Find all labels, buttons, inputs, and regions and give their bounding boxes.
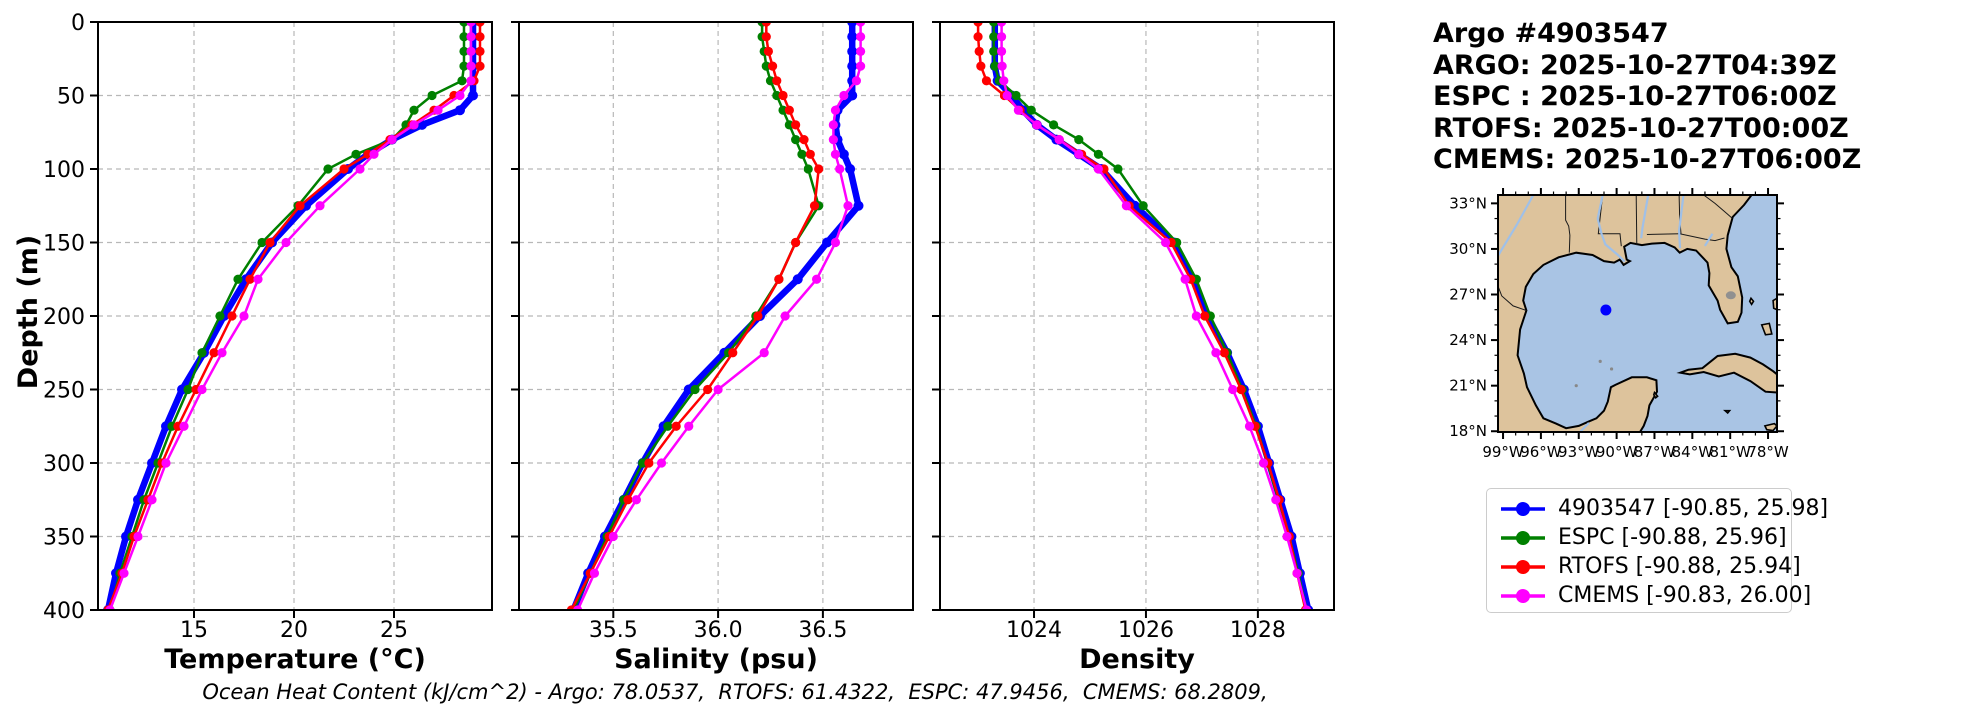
- map-lon-tick-label: 93°W: [1558, 443, 1600, 461]
- map-islet-speck: [1574, 384, 1578, 388]
- depth-tick-label: 100: [43, 158, 85, 183]
- depth-tick-label: 50: [57, 85, 85, 110]
- legend-item: RTOFS [-90.88, 25.94]: [1487, 552, 1801, 581]
- depth-axis-label: Depth (m): [13, 234, 44, 390]
- gulf-of-mexico-map: 99°W96°W93°W90°W87°W84°W81°W78°W 33°N 30°N…: [1449, 188, 1789, 461]
- series-CMEMS: [996, 22, 1312, 610]
- map-river: [1677, 195, 1685, 249]
- depth-tick-label: 300: [43, 452, 85, 477]
- legend-item: CMEMS [-90.83, 26.00]: [1487, 581, 1811, 610]
- x-tick-label: 36.0: [694, 618, 743, 643]
- ocean-heat-content-text: Ocean Heat Content (kJ/cm^2) - Argo: 78.…: [202, 680, 1268, 704]
- legend-label: CMEMS [-90.83, 26.00]: [1558, 583, 1812, 608]
- temperature-axis-label: Temperature (°C): [164, 644, 426, 675]
- map-lon-tick-label: 84°W: [1672, 443, 1714, 461]
- float-position-marker: [1600, 304, 1612, 316]
- salinity-axis-label: Salinity (psu): [614, 644, 818, 675]
- map-lat-tick-label: 33°N: [1449, 194, 1487, 212]
- model-timestamps: ARGO: 2025-10-27T04:39Z ESPC : 2025-10-27…: [1433, 50, 1861, 176]
- legend-label: RTOFS [-90.88, 25.94]: [1558, 554, 1801, 579]
- map-state-border: [1565, 195, 1571, 253]
- map-island: [1652, 390, 1659, 399]
- map-lon-tick-label: 99°W: [1482, 443, 1524, 461]
- series-CMEMS: [105, 22, 476, 610]
- x-tick-label: 1024: [1006, 618, 1062, 643]
- header-line: CMEMS: 2025-10-27T06:00Z: [1433, 144, 1862, 175]
- map-lon-tick-label: 87°W: [1634, 443, 1676, 461]
- map-state-border: [1498, 286, 1527, 311]
- legend-label: 4903547 [-90.85, 25.98]: [1558, 496, 1829, 521]
- depth-tick-label: 0: [71, 11, 85, 36]
- map-river: [1579, 422, 1590, 432]
- x-tick-label: 25: [380, 618, 408, 643]
- density-axis-label: Density: [1079, 644, 1195, 675]
- depth-tick-label: 200: [43, 305, 85, 330]
- map-river: [1640, 195, 1650, 239]
- depth-tick-label: 150: [43, 232, 85, 257]
- map-state-border: [1703, 195, 1733, 219]
- legend-label: ESPC [-90.88, 25.96]: [1558, 525, 1787, 550]
- x-tick-label: 35.5: [589, 618, 638, 643]
- map-lon-tick-label: 90°W: [1596, 443, 1638, 461]
- x-tick-label: 1028: [1230, 618, 1286, 643]
- map-lon-tick-label: 78°W: [1747, 443, 1789, 461]
- legend-box: 4903547 [-90.85, 25.98] ESPC [-90.88, 25.…: [1486, 488, 1828, 613]
- map-island: [1763, 422, 1777, 432]
- map-river: [1498, 195, 1535, 257]
- figure-title: Argo #4903547: [1433, 18, 1669, 49]
- header-line: ARGO: 2025-10-27T04:39Z: [1433, 49, 1837, 81]
- depth-tick-label: 250: [43, 379, 85, 404]
- x-tick-label: 36.5: [798, 618, 847, 643]
- legend-item: ESPC [-90.88, 25.96]: [1487, 523, 1791, 552]
- header-block: Argo #4903547 ARGO: 2025-10-27T04:39Z ESP…: [1433, 18, 1861, 176]
- x-tick-label: 15: [180, 618, 208, 643]
- map-island: [1748, 296, 1755, 306]
- legend-item: 4903547 [-90.85, 25.98]: [1487, 494, 1828, 523]
- map-lat-tick-label: 30°N: [1449, 240, 1487, 258]
- map-land-cuba: [1676, 352, 1777, 394]
- map-land-continent: [1498, 195, 1753, 432]
- map-lat-tick-label: 18°N: [1449, 422, 1487, 440]
- legend-swatch-espc: [1501, 530, 1545, 545]
- map-lon-tick-label: 96°W: [1520, 443, 1562, 461]
- map-lon-tick-label: 81°W: [1709, 443, 1751, 461]
- legend-swatch-argo: [1501, 501, 1545, 516]
- map-island: [1760, 322, 1773, 336]
- map-state-border: [1597, 195, 1622, 247]
- map-state-border: [1635, 195, 1638, 246]
- density-plot: 1024 1026 1028: [932, 21, 1335, 643]
- depth-tick-label: 350: [43, 526, 85, 551]
- map-river: [1703, 233, 1714, 247]
- map-lat-tick-label: 21°N: [1449, 377, 1487, 395]
- depth-tick-label: 400: [43, 599, 85, 624]
- map-lat-tick-label: 27°N: [1449, 286, 1487, 304]
- header-line: RTOFS: 2025-10-27T00:00Z: [1433, 112, 1849, 144]
- x-tick-label: 20: [280, 618, 308, 643]
- series-CMEMS: [573, 22, 866, 610]
- legend-swatch-cmems: [1501, 588, 1545, 603]
- map-islet-speck: [1609, 367, 1614, 371]
- map-state-border: [1646, 233, 1680, 235]
- map-lat-tick-label: 24°N: [1449, 331, 1487, 349]
- header-line: ESPC : 2025-10-27T06:00Z: [1433, 81, 1837, 112]
- map-river: [1596, 195, 1626, 263]
- x-tick-label: 1026: [1118, 618, 1174, 643]
- legend-swatch-rtofs: [1501, 559, 1545, 574]
- map-island: [1722, 409, 1732, 415]
- map-lake-okeechobee: [1725, 291, 1736, 300]
- map-islet-speck: [1598, 359, 1602, 363]
- salinity-plot: 35.5 36.0 36.5: [511, 21, 914, 643]
